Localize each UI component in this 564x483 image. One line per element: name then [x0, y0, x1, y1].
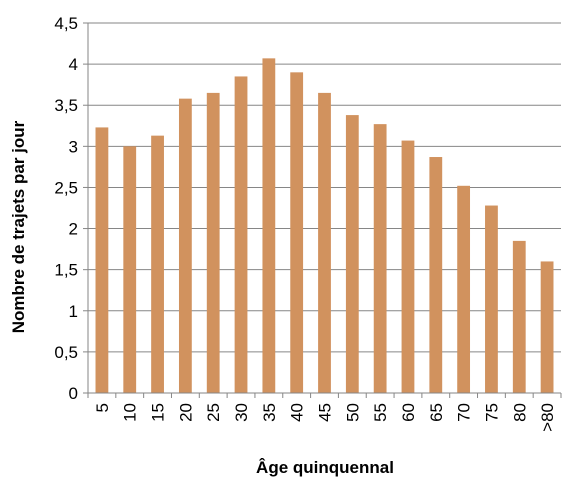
y-tick-label: 0,5: [54, 343, 78, 362]
bar: [512, 240, 526, 393]
x-tick-label: 65: [427, 403, 446, 422]
bars: [95, 58, 554, 394]
bar: [318, 92, 331, 393]
x-tick-label: 50: [343, 403, 362, 422]
bar: [206, 92, 220, 393]
bar: [178, 98, 192, 394]
y-tick-label: 3,5: [54, 96, 78, 115]
bar: [123, 146, 137, 393]
x-tick-label: 5: [93, 403, 112, 412]
x-tick-label: 45: [316, 403, 335, 422]
x-tick-label: 10: [121, 403, 140, 422]
y-tick-label: 2,5: [54, 178, 78, 197]
axes: [83, 22, 562, 398]
x-tick-label: 40: [288, 403, 307, 422]
y-tick-labels: 0 0,5 1 1,5 2 2,5 3 3,5 4 4,5: [54, 14, 78, 403]
x-tick-label: 70: [455, 403, 474, 422]
bar: [373, 124, 387, 393]
x-tick-label: 35: [260, 403, 279, 422]
y-tick-label: 1: [69, 302, 78, 321]
x-tick-label: 80: [510, 403, 529, 422]
y-tick-label: 4,5: [54, 14, 78, 33]
bar: [540, 261, 554, 393]
x-tick-label: 60: [399, 403, 418, 422]
x-tick-label: >80: [538, 403, 557, 432]
bar: [485, 205, 498, 393]
bar: [95, 127, 109, 393]
bar: [151, 135, 164, 393]
y-tick-label: 3: [69, 137, 78, 156]
x-tick-label: 20: [176, 403, 195, 422]
y-tick-label: 4: [69, 55, 78, 74]
bar: [401, 140, 415, 393]
bar: [429, 157, 443, 393]
y-tick-label: 2: [69, 220, 78, 239]
x-axis-title: Âge quinquennal: [256, 458, 394, 477]
x-tick-label: 25: [204, 403, 223, 422]
bar: [290, 72, 304, 393]
x-tick-label: 75: [482, 403, 501, 422]
y-tick-label: 0: [69, 384, 78, 403]
y-tick-label: 1,5: [54, 261, 78, 280]
x-tick-label: 30: [232, 403, 251, 422]
y-axis-title: Nombre de trajets par jour: [9, 120, 28, 333]
bar: [457, 185, 471, 393]
x-tick-labels: 5 10 15 20 25 30 35 40 45 50 55 60 65 70 75 80 >80: [93, 403, 557, 432]
bar: [345, 115, 359, 393]
x-tick-label: 15: [149, 403, 168, 422]
x-tick-label: 55: [371, 403, 390, 422]
bar: [262, 58, 276, 393]
bar: [234, 76, 248, 393]
